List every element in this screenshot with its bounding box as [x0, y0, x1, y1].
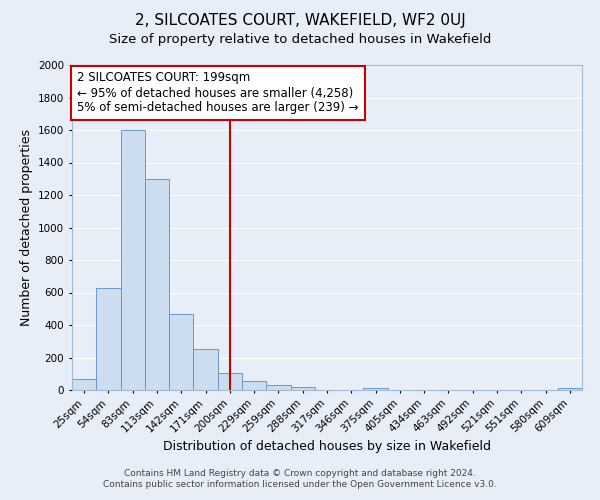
Bar: [96, 288, 121, 390]
X-axis label: Distribution of detached houses by size in Wakefield: Distribution of detached houses by size …: [163, 440, 491, 453]
Bar: [558, 388, 582, 390]
Text: Contains public sector information licensed under the Open Government Licence v3: Contains public sector information licen…: [103, 480, 497, 489]
Bar: [169, 314, 193, 390]
Bar: [364, 388, 388, 390]
Text: 2 SILCOATES COURT: 199sqm
← 95% of detached houses are smaller (4,258)
5% of sem: 2 SILCOATES COURT: 199sqm ← 95% of detac…: [77, 72, 359, 114]
Bar: [290, 387, 315, 390]
Text: 2, SILCOATES COURT, WAKEFIELD, WF2 0UJ: 2, SILCOATES COURT, WAKEFIELD, WF2 0UJ: [134, 12, 466, 28]
Bar: [121, 130, 145, 390]
Y-axis label: Number of detached properties: Number of detached properties: [20, 129, 32, 326]
Bar: [193, 350, 218, 390]
Text: Size of property relative to detached houses in Wakefield: Size of property relative to detached ho…: [109, 32, 491, 46]
Bar: [266, 385, 290, 390]
Bar: [218, 373, 242, 390]
Text: Contains HM Land Registry data © Crown copyright and database right 2024.: Contains HM Land Registry data © Crown c…: [124, 468, 476, 477]
Bar: [242, 381, 266, 390]
Bar: [145, 179, 169, 390]
Bar: [72, 380, 96, 390]
